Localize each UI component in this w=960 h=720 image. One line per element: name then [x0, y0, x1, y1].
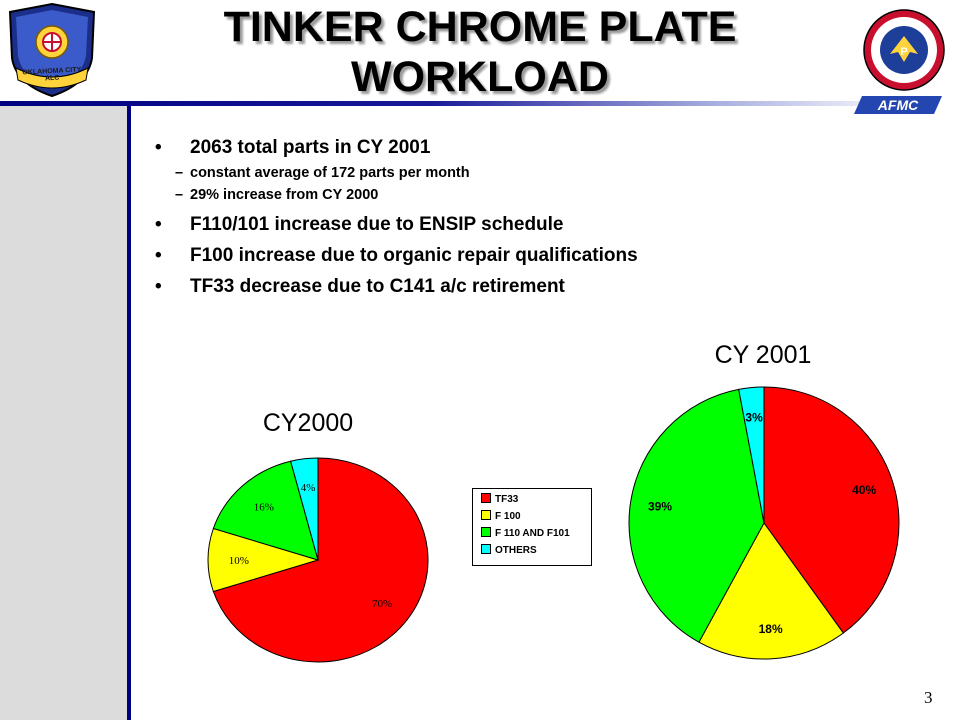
pie-slice-others	[290, 457, 319, 561]
title-line-1: TINKER CHROME PLATE	[223, 3, 737, 51]
pie-slice-tf33	[212, 457, 429, 663]
legend-swatch	[481, 493, 491, 503]
bullet-item: • F110/101 increase due to ENSIP schedul…	[155, 214, 855, 241]
pie-slice-label: 18%	[759, 622, 783, 636]
pie-slice-label: 39%	[648, 499, 672, 513]
pie-slice-label: 10%	[229, 555, 249, 567]
pie-slice-label: 3%	[745, 410, 763, 424]
pie-chart-cy2000: 70% 10% 16% 4%	[207, 457, 429, 663]
legend-label: TF33	[495, 494, 519, 505]
sidebar-border	[127, 104, 131, 720]
legend-item-others: OTHERS	[481, 544, 537, 558]
bullet-symbol: •	[155, 245, 162, 266]
legend-label: F 100	[495, 511, 521, 522]
bullet-list: • 2063 total parts in CY 2001 – constant…	[155, 137, 855, 303]
bullet-item: • 2063 total parts in CY 2001	[155, 137, 855, 164]
legend-swatch	[481, 544, 491, 554]
sub-bullet-item: – 29% increase from CY 2000	[155, 186, 855, 208]
propulsion-seal-icon: P	[863, 9, 945, 91]
title-line-2: WORKLOAD	[351, 53, 609, 101]
sub-bullet-text: 29% increase from CY 2000	[190, 187, 379, 203]
bullet-item: • F100 increase due to organic repair qu…	[155, 245, 855, 272]
page-title: TINKER CHROME PLATE WORKLOAD	[150, 2, 810, 102]
pie-slice-f-110-and-f101	[212, 460, 319, 561]
pie-slice-label: 4%	[301, 482, 316, 494]
dash-symbol: –	[175, 187, 184, 203]
bullet-text: 2063 total parts in CY 2001	[190, 137, 431, 158]
sub-bullet-item: – constant average of 172 parts per mont…	[155, 164, 855, 186]
afmc-banner-icon: AFMC	[854, 96, 942, 114]
legend-item-f110: F 110 AND F101	[481, 527, 570, 541]
pie-slice-label: 40%	[852, 483, 876, 497]
legend-swatch	[481, 527, 491, 537]
chart-title-cy2000: CY2000	[263, 409, 353, 437]
bullet-item: • TF33 decrease due to C141 a/c retireme…	[155, 276, 855, 303]
bullet-text: F110/101 increase due to ENSIP schedule	[190, 214, 564, 235]
legend-item-tf33: TF33	[481, 493, 518, 507]
bullet-symbol: •	[155, 276, 162, 297]
bullet-text: F100 increase due to organic repair qual…	[190, 245, 638, 266]
dash-symbol: –	[175, 165, 184, 181]
legend-label: F 110 AND F101	[495, 528, 570, 539]
chart-title-cy2001: CY 2001	[715, 341, 812, 369]
legend-item-f100: F 100	[481, 510, 521, 524]
chart-legend: TF33 F 100 F 110 AND F101 OTHERS	[472, 488, 592, 566]
header-rule	[0, 101, 960, 106]
legend-swatch	[481, 510, 491, 520]
pie-slice-others	[738, 386, 765, 524]
afmc-shield-icon	[8, 2, 96, 98]
sub-bullet-text: constant average of 172 parts per month	[190, 165, 470, 181]
pie-slice-label: 70%	[372, 598, 392, 610]
bullet-symbol: •	[155, 137, 162, 158]
pie-slice-f-110-and-f101	[628, 388, 765, 643]
pie-slice-tf33	[763, 386, 900, 634]
page-number: 3	[924, 688, 933, 707]
afmc-banner-text: AFMC	[877, 97, 919, 113]
sidebar-panel	[0, 104, 127, 720]
legend-label: OTHERS	[495, 545, 537, 556]
bullet-text: TF33 decrease due to C141 a/c retirement	[190, 276, 565, 297]
pie-slice-f-100	[698, 522, 845, 660]
svg-text:P: P	[900, 46, 907, 58]
pie-chart-cy2001: 40% 18% 39% 3%	[628, 386, 900, 660]
pie-slice-label: 16%	[254, 501, 274, 513]
bullet-symbol: •	[155, 214, 162, 235]
